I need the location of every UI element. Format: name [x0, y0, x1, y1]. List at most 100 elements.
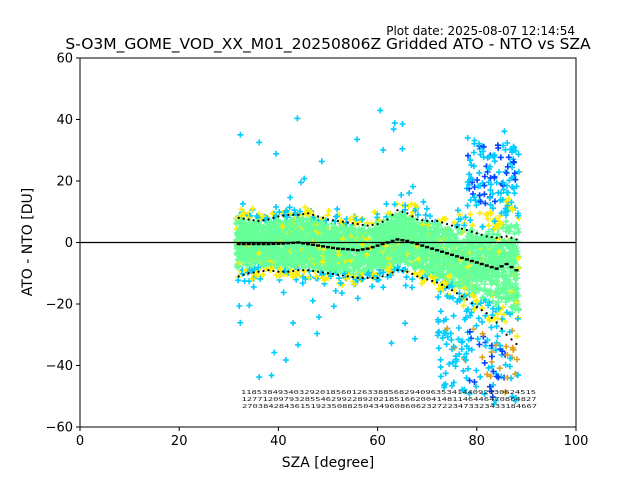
median-mark	[390, 239, 395, 243]
scatter-marker	[402, 266, 409, 273]
scatter-marker	[273, 228, 280, 235]
upper-bound-mark	[321, 216, 325, 219]
upper-bound-mark	[376, 222, 379, 226]
scatter-marker	[263, 260, 270, 267]
upper-bound-mark	[312, 213, 315, 216]
scatter-marker	[491, 218, 498, 225]
scatter-marker	[391, 201, 398, 208]
lower-bound-mark	[386, 273, 389, 276]
scatter-marker	[468, 233, 475, 240]
scatter-marker	[397, 210, 404, 217]
scatter-marker	[394, 227, 401, 234]
scatter-marker	[277, 266, 284, 272]
scatter-marker	[490, 305, 496, 312]
scatter-marker	[420, 198, 427, 205]
scatter-marker	[455, 325, 462, 331]
scatter-marker	[399, 215, 406, 222]
scatter-marker	[484, 337, 491, 344]
scatter-marker	[487, 254, 494, 261]
scatter-marker	[412, 335, 418, 342]
scatter-marker	[437, 356, 444, 363]
scatter-marker	[447, 258, 454, 265]
scatter-marker	[409, 183, 416, 190]
upper-bound-mark	[500, 236, 503, 239]
scatter-marker	[429, 260, 436, 267]
scatter-marker	[406, 254, 413, 261]
median-mark	[484, 264, 489, 267]
scatter-marker	[352, 260, 358, 267]
scatter-marker	[457, 215, 464, 222]
scatter-marker	[399, 245, 406, 252]
scatter-marker	[489, 231, 496, 237]
scatter-marker	[456, 351, 463, 358]
scatter-marker	[419, 258, 426, 264]
y-tick-label: −40	[46, 359, 73, 374]
scatter-marker	[256, 250, 263, 257]
scatter-marker	[490, 400, 497, 407]
scatter-marker	[310, 251, 317, 258]
x-tick-label: 80	[469, 434, 486, 449]
scatter-marker	[503, 309, 510, 316]
scatter-marker	[488, 324, 495, 331]
scatter-marker	[477, 373, 484, 380]
scatter-marker	[451, 233, 458, 240]
scatter-marker	[481, 182, 488, 189]
scatter-marker	[506, 329, 513, 335]
scatter-marker	[505, 292, 511, 299]
scatter-marker	[406, 246, 413, 253]
scatter-marker	[416, 256, 422, 263]
scatter-marker	[273, 150, 280, 157]
scatter-marker	[377, 107, 384, 114]
y-axis: −60 −40 −20 0 20 40 60	[46, 52, 80, 436]
scatter-marker	[359, 216, 366, 223]
median-mark	[410, 241, 415, 244]
scatter-marker	[412, 207, 419, 214]
scatter-marker	[405, 260, 412, 267]
scatter-marker	[354, 295, 361, 302]
scatter-marker	[495, 294, 502, 301]
scatter-marker	[402, 320, 409, 327]
scatter-marker	[355, 253, 362, 260]
bin-stat-row: 1185384934032920185601263388568294096353…	[241, 390, 536, 396]
scatter-marker	[487, 373, 494, 380]
lower-bound-mark	[267, 269, 270, 272]
scatter-marker	[269, 255, 276, 262]
scatter-marker	[491, 153, 498, 160]
scatter-marker	[445, 233, 452, 239]
median-mark	[445, 252, 450, 255]
scatter-marker	[330, 303, 337, 310]
scatter-marker	[442, 259, 449, 266]
scatter-marker	[256, 374, 263, 381]
scatter-marker	[475, 252, 482, 259]
scatter-marker	[514, 333, 521, 340]
scatter-marker	[347, 225, 354, 232]
lower-bound-mark	[307, 269, 310, 272]
upper-bound-mark	[440, 221, 444, 224]
scatter-marker	[297, 208, 303, 215]
scatter-marker	[287, 194, 294, 201]
scatter-marker	[506, 259, 513, 266]
y-tick-label: −20	[46, 298, 73, 313]
scatter-marker	[498, 190, 504, 197]
scatter-marker	[321, 276, 328, 283]
scatter-marker	[328, 220, 335, 227]
scatter-marker	[488, 281, 495, 288]
scatter-marker	[450, 219, 457, 226]
scatter-marker	[468, 309, 475, 316]
scatter-marker	[429, 220, 436, 227]
upper-bound-mark	[480, 233, 483, 236]
scatter-marker	[377, 227, 384, 234]
scatter-marker	[298, 179, 304, 186]
lower-bound-mark	[460, 295, 464, 298]
lower-bound-mark	[277, 270, 280, 273]
scatter-marker	[415, 271, 422, 278]
scatter-marker	[475, 315, 482, 322]
scatter-marker	[375, 233, 382, 239]
lower-bound-mark	[505, 333, 508, 336]
scatter-marker	[496, 365, 503, 372]
median-mark	[469, 259, 474, 263]
median-mark	[370, 245, 375, 249]
lower-bound-mark	[500, 327, 503, 330]
scatter-marker	[257, 275, 264, 282]
scatter-marker	[479, 318, 485, 325]
